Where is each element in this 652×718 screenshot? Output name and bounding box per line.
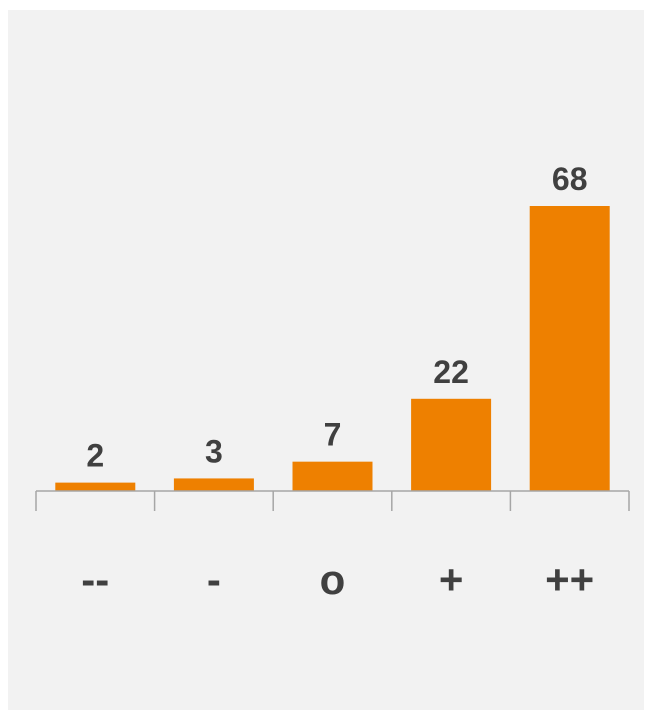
category-labels-layer: -- - o + ++ [81, 556, 594, 603]
bar-5 [529, 206, 610, 491]
data-labels-layer: 2 3 7 22 68 [86, 161, 587, 474]
x-axis-ticks-layer [35, 491, 630, 511]
category-label-5: ++ [545, 556, 594, 603]
category-label-3: o [320, 556, 346, 603]
bar-1 [55, 482, 136, 491]
bar-3 [292, 461, 373, 491]
category-label-2: - [207, 556, 221, 603]
bar-4 [411, 398, 492, 491]
bars-layer [55, 206, 610, 491]
bar-2 [173, 478, 254, 491]
data-label-5: 68 [552, 161, 588, 197]
data-label-4: 22 [433, 354, 469, 390]
category-label-4: + [439, 556, 464, 603]
data-label-2: 3 [205, 433, 223, 469]
category-label-1: -- [81, 556, 109, 603]
data-label-3: 7 [324, 417, 342, 453]
data-label-1: 2 [86, 438, 104, 474]
